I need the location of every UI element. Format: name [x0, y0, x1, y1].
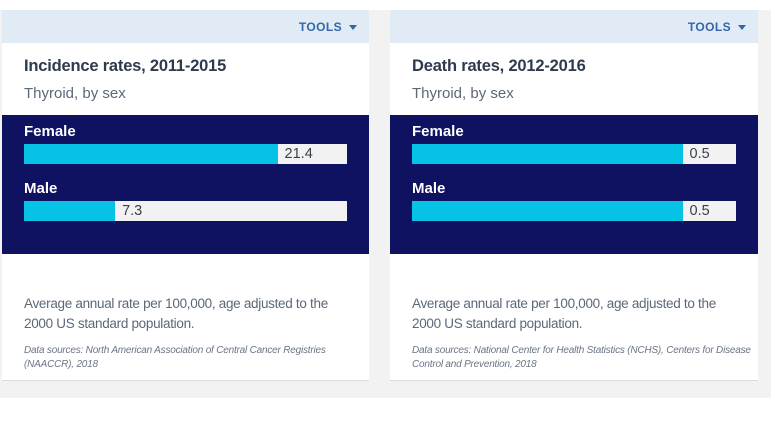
chart-title: Death rates, 2012-2016 [412, 57, 586, 75]
data-sources-note: Data sources: North American Association… [24, 344, 347, 372]
bar-fill [24, 144, 278, 164]
bar-value-label: 0.5 [689, 203, 710, 219]
tools-dropdown-button[interactable]: TOOLS [688, 20, 746, 34]
data-sources-line: Data sources: North American Association… [24, 345, 326, 356]
data-sources-line: Control and Prevention, 2018 [412, 359, 537, 370]
footnote-line: Average annual rate per 100,000, age adj… [412, 296, 716, 311]
data-sources-line: (NAACCR), 2018 [24, 359, 98, 370]
bar-track: 0.5 [412, 201, 736, 221]
bar-chart: Female 0.5 Male 0.5 [390, 115, 758, 254]
card-toolbar: TOOLS [390, 10, 758, 43]
bar-row-female: Female 0.5 [412, 123, 736, 164]
bar-row-male: Male 7.3 [24, 180, 347, 221]
data-sources-line: Data sources: National Center for Health… [412, 345, 751, 356]
card-toolbar: TOOLS [2, 10, 369, 43]
bar-value-label: 0.5 [689, 146, 710, 162]
tools-button-label: TOOLS [687, 19, 731, 34]
footnote-line: 2000 US standard population. [412, 316, 583, 331]
tools-button-label: TOOLS [298, 19, 342, 34]
bar-value-label: 7.3 [122, 203, 143, 219]
chart-title: Incidence rates, 2011-2015 [24, 57, 227, 75]
death-rates-card: TOOLS Death rates, 2012-2016 Thyroid, by… [390, 10, 758, 381]
bar-category-label: Male [24, 180, 58, 197]
bar-fill [24, 201, 116, 221]
bar-fill [412, 201, 683, 221]
data-sources-note: Data sources: National Center for Health… [412, 344, 751, 372]
bar-category-label: Male [412, 180, 446, 197]
bar-track: 0.5 [412, 144, 736, 164]
bar-row-male: Male 0.5 [412, 180, 736, 221]
chevron-down-icon [349, 24, 357, 30]
tools-dropdown-button[interactable]: TOOLS [299, 20, 357, 34]
bar-track: 7.3 [24, 201, 347, 221]
bar-row-female: Female 21.4 [24, 123, 347, 164]
chart-subtitle: Thyroid, by sex [24, 85, 126, 102]
bar-value-label: 21.4 [284, 146, 313, 162]
bar-track: 21.4 [24, 144, 347, 164]
bar-category-label: Female [412, 123, 464, 140]
footnote-line: Average annual rate per 100,000, age adj… [24, 296, 328, 311]
chart-subtitle: Thyroid, by sex [412, 85, 514, 102]
bar-category-label: Female [24, 123, 76, 140]
incidence-rates-card: TOOLS Incidence rates, 2011-2015 Thyroid… [2, 10, 369, 381]
chart-footnote: Average annual rate per 100,000, age adj… [412, 294, 736, 334]
bar-chart: Female 21.4 Male 7.3 [2, 115, 369, 254]
chevron-down-icon [738, 24, 746, 30]
chart-footnote: Average annual rate per 100,000, age adj… [24, 294, 347, 334]
bar-fill [412, 144, 683, 164]
footnote-line: 2000 US standard population. [24, 316, 195, 331]
